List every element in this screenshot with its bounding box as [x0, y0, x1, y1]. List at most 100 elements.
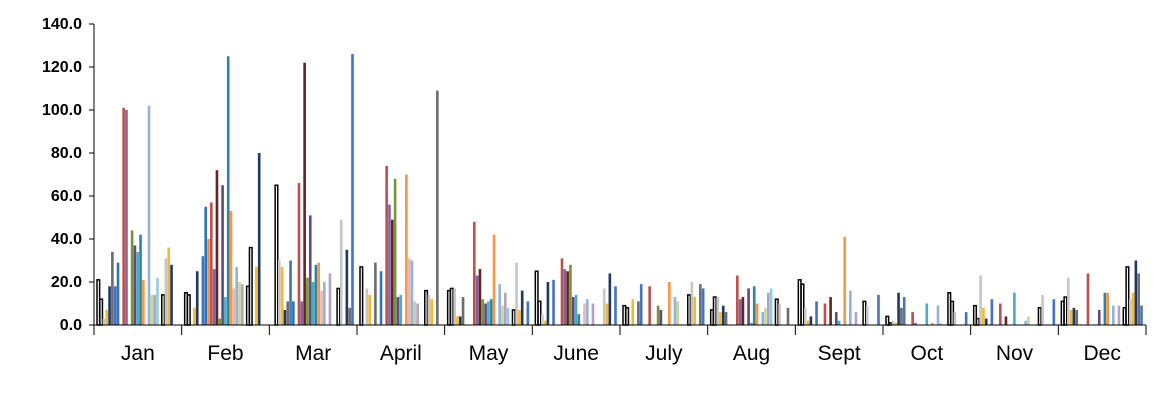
- bar: [139, 234, 142, 325]
- bar: [778, 303, 781, 325]
- bar: [518, 309, 521, 325]
- x-tick-label: Dec: [1083, 342, 1120, 365]
- bar: [583, 303, 586, 325]
- bar: [167, 247, 171, 325]
- bar: [314, 264, 318, 325]
- bar: [865, 305, 869, 325]
- bar: [328, 273, 332, 325]
- bar: [413, 301, 417, 325]
- bar: [843, 236, 847, 325]
- bar: [142, 279, 145, 325]
- bar: [862, 300, 867, 326]
- bar: [891, 320, 895, 325]
- bar: [306, 277, 309, 325]
- bar: [1037, 307, 1042, 326]
- bar: [693, 297, 697, 325]
- bar: [950, 300, 955, 326]
- bar: [393, 178, 397, 325]
- bar: [212, 269, 216, 325]
- bar: [503, 292, 507, 325]
- bar: [829, 297, 832, 325]
- bar: [560, 258, 564, 325]
- bar: [526, 301, 530, 325]
- y-tick-label: 0.0: [60, 317, 82, 334]
- bar: [738, 299, 742, 325]
- bar: [1086, 273, 1090, 325]
- bar: [577, 314, 581, 325]
- bar: [453, 288, 456, 325]
- bar: [416, 303, 419, 325]
- bar: [566, 271, 569, 325]
- bar: [602, 288, 606, 325]
- x-tick-label: Oct: [910, 342, 943, 365]
- bar: [238, 282, 241, 325]
- bar: [984, 318, 988, 325]
- bar: [676, 301, 680, 325]
- bar: [569, 264, 572, 325]
- bar: [407, 258, 411, 325]
- bar: [648, 286, 651, 325]
- bar: [484, 303, 487, 325]
- x-tick-label: Jan: [121, 342, 155, 365]
- bar: [724, 312, 728, 325]
- x-tick-label: Feb: [207, 342, 243, 365]
- bar: [752, 286, 756, 325]
- bar: [803, 307, 807, 325]
- bar: [911, 312, 914, 325]
- bar: [280, 266, 284, 325]
- bar: [736, 275, 739, 325]
- y-tick-label: 80.0: [51, 145, 82, 162]
- bar: [430, 299, 434, 325]
- bar: [673, 297, 677, 325]
- bar: [498, 284, 501, 325]
- bar: [186, 294, 191, 326]
- x-tick-labels: Jan Feb Mar April May June July Aug Sept Oct Nov De…: [121, 342, 1121, 365]
- bar: [1063, 296, 1068, 326]
- bar: [1027, 316, 1030, 325]
- bar: [427, 294, 431, 325]
- bar: [436, 90, 439, 326]
- bar: [122, 107, 125, 325]
- bar: [164, 258, 168, 325]
- bar: [631, 299, 635, 325]
- bar: [161, 294, 166, 326]
- x-tick-label: June: [553, 342, 599, 365]
- bar: [405, 174, 408, 325]
- bar: [390, 219, 394, 325]
- bar: [877, 294, 880, 325]
- bar: [1134, 260, 1138, 325]
- bar: [215, 170, 219, 325]
- bar: [894, 322, 898, 325]
- bar: [764, 307, 767, 325]
- bar: [982, 307, 985, 325]
- bar: [1128, 299, 1132, 325]
- y-tick-label: 100.0: [42, 102, 82, 119]
- bar: [750, 322, 753, 325]
- bar: [193, 307, 196, 325]
- x-tick-label: Nov: [996, 342, 1034, 365]
- bar: [458, 316, 462, 325]
- bar: [359, 266, 364, 326]
- bar: [1117, 305, 1121, 325]
- bar: [336, 287, 341, 326]
- bar: [543, 320, 547, 325]
- bar: [1004, 316, 1008, 325]
- bar: [424, 289, 429, 326]
- bar: [108, 286, 111, 325]
- bar: [849, 290, 852, 325]
- bar: [741, 297, 745, 325]
- x-tick-label: Aug: [733, 342, 770, 365]
- bar: [210, 202, 213, 325]
- y-tick-label: 40.0: [51, 231, 82, 248]
- y-tick-label: 60.0: [51, 188, 82, 205]
- bar: [605, 303, 609, 325]
- bar: [300, 301, 304, 325]
- bar: [591, 303, 595, 325]
- bar: [170, 264, 173, 325]
- bar: [130, 230, 134, 325]
- bar: [608, 273, 612, 325]
- bar: [351, 54, 354, 325]
- bar: [515, 262, 518, 325]
